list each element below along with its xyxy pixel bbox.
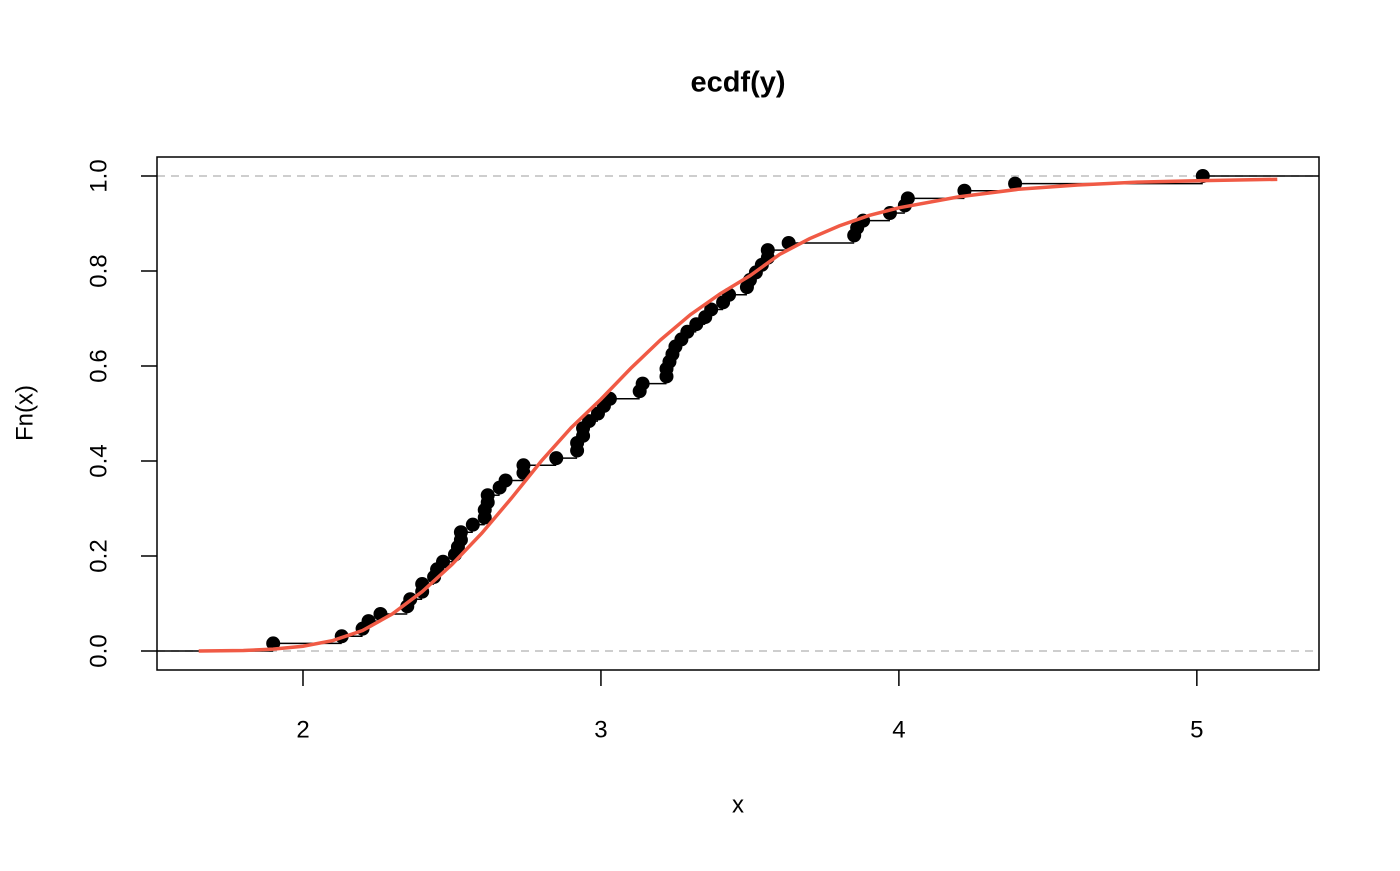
y-tick-label: 0.4 [85,444,112,477]
ecdf-point [266,636,281,651]
ecdf-point [900,191,915,206]
ecdf-point [516,458,531,473]
chart-title: ecdf(y) [690,67,785,99]
ecdf-point [704,302,719,317]
ecdf-point [549,451,564,466]
ecdf-point [436,554,451,569]
y-axis-label: Fn(x) [11,385,38,441]
ecdf-point [760,243,775,258]
y-tick-label: 1.0 [85,159,112,192]
ecdf-point [1008,176,1023,191]
y-tick-label: 0.8 [85,254,112,287]
y-tick-label: 0.0 [85,634,112,667]
x-axis-label: x [732,791,744,818]
x-tick-label: 3 [594,716,607,743]
ecdf-point [498,473,513,488]
fitted-curve [198,177,1278,653]
plot-frame [156,156,1320,671]
ecdf-point [480,488,495,503]
x-tick-label: 2 [296,716,309,743]
y-tick-label: 0.2 [85,539,112,572]
ecdf-point [635,376,650,391]
x-tick-label: 5 [1190,716,1203,743]
x-tick-label: 4 [892,716,905,743]
ecdf-point [453,525,468,540]
ecdf-point [465,517,480,532]
y-tick-label: 0.6 [85,349,112,382]
